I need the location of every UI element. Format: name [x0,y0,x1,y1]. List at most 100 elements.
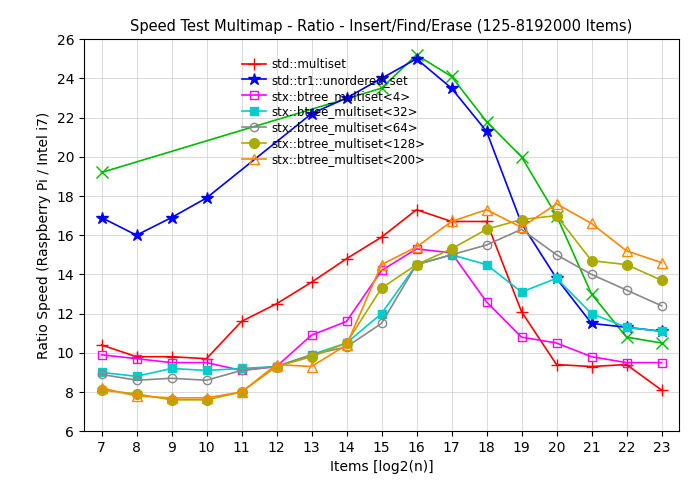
stx::btree_multiset<4> [237,368,246,373]
stx::btree_multiset<4> [97,352,106,358]
std::multiset [272,301,281,307]
stx::btree_multiset<64> [622,287,631,293]
std::tr1::unordered_set [517,220,526,226]
stx::btree_multiset<64> [482,242,491,248]
std::tr1::unordered_set [342,95,351,101]
stx::btree_multiset<64> [517,226,526,232]
stx::btree_multiset<128> [447,246,456,252]
stx::btree_multiset<4> [622,360,631,366]
std::multiset [657,387,666,393]
std::tr1::unordered_set [97,215,106,220]
stx::btree_multiset<200> [132,393,141,399]
stx::btree_multiset<64> [342,344,351,350]
Line: stx::btree_multiset<200>: stx::btree_multiset<200> [97,199,666,403]
stx::btree_multiset<200> [552,201,561,207]
stx::btree_multiset<4> [552,340,561,346]
stx::btree_multiset<128> [517,217,526,222]
Line: stx::btree_multiset<32>: stx::btree_multiset<32> [97,250,666,381]
stx::btree_multiset<128> [377,285,386,291]
std::multiset [202,356,211,362]
stx::btree_multiset<32> [342,340,351,346]
std::multiset [307,279,316,285]
stx::btree_multiset<64> [237,368,246,373]
stx::btree_multiset<32> [307,352,316,358]
stx::btree_multiset<200> [657,260,666,266]
stx::btree_multiset<32> [482,262,491,268]
std::multiset [482,219,491,224]
std::tr1::unordered_set [657,328,666,334]
stx::btree_multiset<128> [552,213,561,219]
Line: stx::btree_multiset<4>: stx::btree_multiset<4> [97,245,666,375]
std::tr1::unordered_set [377,75,386,81]
stx::btree_multiset<64> [447,252,456,258]
stx::btree_multiset<200> [412,244,421,250]
std::multiset [167,354,176,360]
stx::btree_multiset<200> [622,248,631,254]
stx::btree_multiset<32> [447,252,456,258]
X-axis label: Items [log2(n)]: Items [log2(n)] [330,461,433,474]
std::tr1::unordered_set [587,320,596,326]
Line: stx::btree_multiset<128>: stx::btree_multiset<128> [97,211,666,405]
stx::btree_multiset<4> [377,268,386,273]
std::multiset [517,309,526,315]
std::tr1::unordered_set [482,128,491,134]
stx::btree_multiset<128> [482,226,491,232]
stx::btree_multiset<64> [587,271,596,277]
stx::btree_multiset<200> [97,385,106,391]
Line: stx::btree_multiset<64>: stx::btree_multiset<64> [97,225,666,385]
std::multiset [552,362,561,368]
stx::btree_multiset<200> [307,364,316,369]
stx::btree_multiset<32> [132,373,141,379]
stx::btree_multiset<128> [237,389,246,395]
stx::btree_multiset<128> [167,397,176,403]
std::tr1::unordered_set [167,215,176,220]
std::tr1::unordered_set [307,111,316,117]
stx::btree_multiset<32> [377,311,386,317]
stx::btree_multiset<32> [237,366,246,371]
std::multiset [132,354,141,360]
Legend: std::multiset, std::tr1::unordered_set, stx::btree_multiset<4>, stx::btree_multi: std::multiset, std::tr1::unordered_set, … [237,53,430,171]
stx::btree_multiset<4> [202,360,211,366]
stx::btree_multiset<32> [202,368,211,373]
std::multiset [412,207,421,213]
std::multiset [342,256,351,262]
stx::btree_multiset<128> [342,340,351,346]
stx::btree_multiset<64> [167,375,176,381]
stx::btree_multiset<32> [517,289,526,295]
stx::btree_multiset<200> [517,224,526,230]
stx::btree_multiset<4> [412,246,421,252]
stx::btree_multiset<64> [377,320,386,326]
stx::btree_multiset<32> [622,324,631,330]
stx::btree_multiset<32> [167,366,176,371]
std::tr1::unordered_set [552,275,561,281]
stx::btree_multiset<64> [657,303,666,309]
stx::btree_multiset<128> [412,262,421,268]
stx::btree_multiset<200> [342,342,351,348]
stx::btree_multiset<4> [307,332,316,338]
stx::btree_multiset<200> [377,262,386,268]
stx::btree_multiset<64> [412,262,421,268]
std::tr1::unordered_set [622,324,631,330]
stx::btree_multiset<128> [587,258,596,264]
Y-axis label: Ratio Speed (Raspberry Pi / Intel i7): Ratio Speed (Raspberry Pi / Intel i7) [37,112,51,359]
stx::btree_multiset<200> [202,395,211,401]
stx::btree_multiset<128> [272,364,281,369]
stx::btree_multiset<64> [307,352,316,358]
std::multiset [447,219,456,224]
stx::btree_multiset<4> [272,364,281,369]
stx::btree_multiset<64> [97,371,106,377]
stx::btree_multiset<4> [517,334,526,340]
stx::btree_multiset<128> [202,397,211,403]
stx::btree_multiset<32> [97,369,106,375]
stx::btree_multiset<128> [622,262,631,268]
stx::btree_multiset<200> [237,389,246,395]
stx::btree_multiset<32> [412,262,421,268]
stx::btree_multiset<32> [657,328,666,334]
stx::btree_multiset<4> [657,360,666,366]
stx::btree_multiset<4> [482,299,491,305]
stx::btree_multiset<32> [272,364,281,369]
stx::btree_multiset<128> [307,354,316,360]
stx::btree_multiset<128> [97,387,106,393]
stx::btree_multiset<64> [132,377,141,383]
stx::btree_multiset<4> [342,318,351,324]
